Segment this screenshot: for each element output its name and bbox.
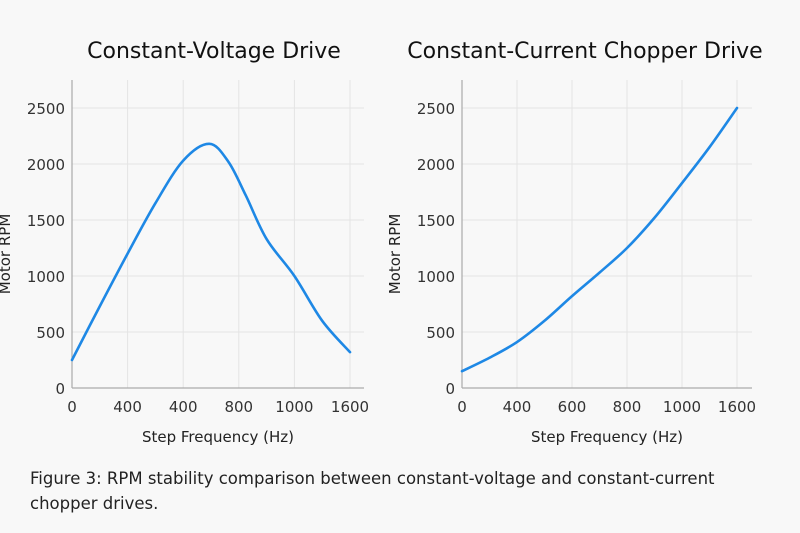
y-tick-label: 500 bbox=[36, 324, 65, 342]
y-tick-label: 1000 bbox=[417, 268, 455, 286]
x-tick-label: 0 bbox=[457, 398, 467, 416]
x-tick-label: 0 bbox=[67, 398, 77, 416]
chart-title: Constant-Current Chopper Drive bbox=[407, 39, 762, 64]
y-axis-label: Motor RPM bbox=[386, 214, 404, 295]
x-tick-label: 400 bbox=[169, 398, 198, 416]
y-tick-label: 2000 bbox=[417, 156, 455, 174]
y-tick-label: 1500 bbox=[27, 212, 65, 230]
chart-panel-2: Constant-Current Chopper Drive 0 500 1000 15… bbox=[386, 39, 763, 446]
y-axis-label: Motor RPM bbox=[0, 214, 14, 295]
chart-title: Constant-Voltage Drive bbox=[87, 39, 341, 64]
x-tick-label: 1600 bbox=[718, 398, 756, 416]
x-tick-label: 600 bbox=[558, 398, 587, 416]
y-tick-label: 0 bbox=[445, 380, 455, 398]
x-tick-label: 1000 bbox=[663, 398, 701, 416]
x-tick-label: 400 bbox=[503, 398, 532, 416]
x-tick-label: 400 bbox=[113, 398, 142, 416]
x-axis-label: Step Frequency (Hz) bbox=[142, 428, 294, 446]
y-tick-label: 0 bbox=[55, 380, 65, 398]
y-tick-label: 500 bbox=[426, 324, 455, 342]
x-axis-label: Step Frequency (Hz) bbox=[531, 428, 683, 446]
x-tick-label: 1000 bbox=[275, 398, 313, 416]
x-tick-label: 800 bbox=[613, 398, 642, 416]
x-tick-label: 1600 bbox=[331, 398, 369, 416]
chart-panel-1: Constant-Voltage Drive 0 500 1000 1500 2000 25… bbox=[0, 39, 369, 446]
series-line bbox=[70, 142, 352, 362]
y-tick-label: 2500 bbox=[27, 100, 65, 118]
y-tick-label: 1500 bbox=[417, 212, 455, 230]
y-tick-label: 2500 bbox=[417, 100, 455, 118]
series-line bbox=[460, 106, 739, 373]
y-tick-label: 1000 bbox=[27, 268, 65, 286]
x-tick-label: 800 bbox=[224, 398, 253, 416]
figure-caption: Figure 3: RPM stability comparison betwe… bbox=[30, 469, 715, 513]
y-tick-label: 2000 bbox=[27, 156, 65, 174]
